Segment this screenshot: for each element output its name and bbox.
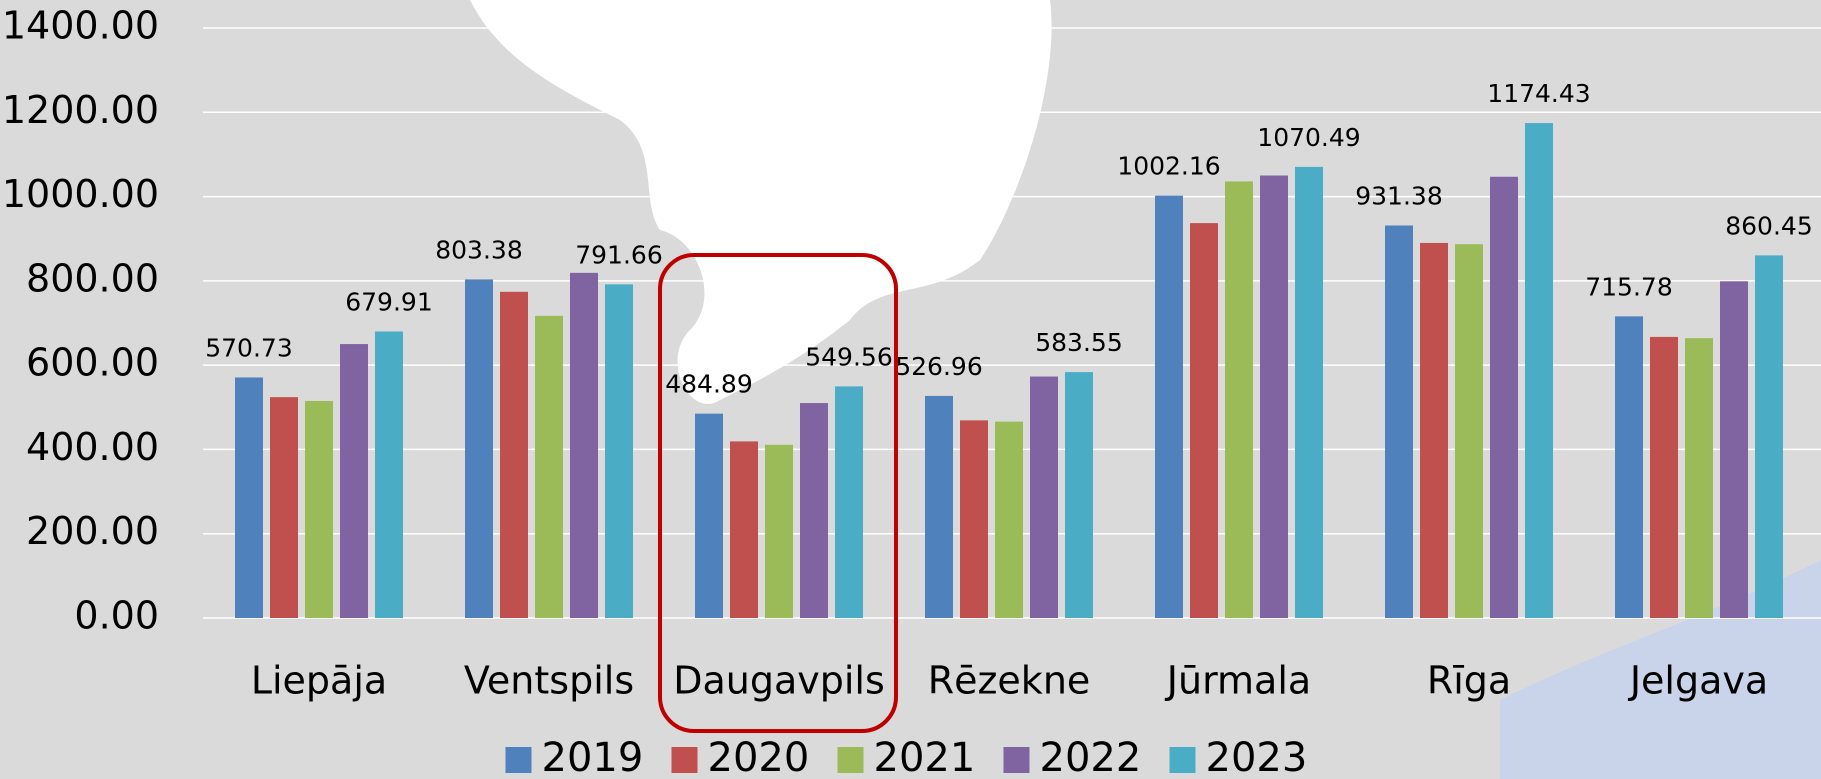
legend-label: 2019 xyxy=(542,735,644,779)
legend-swatch xyxy=(1169,747,1196,773)
bar xyxy=(1420,242,1448,618)
value-label: 931.38 xyxy=(1355,181,1442,210)
value-label: 1174.43 xyxy=(1487,79,1590,108)
value-label: 715.78 xyxy=(1585,272,1672,301)
bar xyxy=(1260,175,1288,618)
bar xyxy=(1190,223,1218,618)
legend-swatch xyxy=(837,747,864,773)
y-tick-label: 1200.00 xyxy=(2,88,159,132)
bar xyxy=(1650,336,1678,618)
value-label: 484.89 xyxy=(665,370,752,399)
x-tick-label: Jūrmala xyxy=(1165,659,1311,703)
value-label: 1070.49 xyxy=(1257,123,1360,152)
y-tick-label: 800.00 xyxy=(26,256,159,300)
sea xyxy=(470,0,1052,404)
bar xyxy=(375,331,403,618)
x-tick-label: Liepāja xyxy=(251,659,387,703)
bar xyxy=(270,397,298,618)
bar xyxy=(1225,181,1253,618)
legend-label: 2023 xyxy=(1206,735,1308,779)
value-label: 583.55 xyxy=(1035,328,1122,357)
bar xyxy=(1065,372,1093,618)
x-tick-label: Ventspils xyxy=(464,659,634,703)
bar xyxy=(235,377,263,618)
bar xyxy=(605,284,633,618)
value-label: 570.73 xyxy=(205,333,292,362)
y-tick-label: 600.00 xyxy=(26,341,159,385)
value-label: 791.66 xyxy=(575,240,662,269)
y-tick-label: 1400.00 xyxy=(2,4,159,48)
bar xyxy=(1720,281,1748,618)
y-tick-label: 0.00 xyxy=(74,594,159,638)
legend-swatch xyxy=(1003,747,1030,773)
x-tick-label: Daugavpils xyxy=(673,659,885,703)
bar xyxy=(1755,255,1783,619)
value-label: 1002.16 xyxy=(1117,152,1220,181)
bar xyxy=(1030,376,1058,618)
value-label: 526.96 xyxy=(895,352,982,381)
value-label: 679.91 xyxy=(345,287,432,316)
bar xyxy=(800,403,828,618)
bar xyxy=(1615,316,1643,618)
legend-label: 2020 xyxy=(708,735,810,779)
legend-swatch xyxy=(505,747,532,773)
legend-swatch xyxy=(671,747,698,773)
bar xyxy=(765,444,793,618)
y-tick-label: 400.00 xyxy=(26,425,159,469)
x-tick-label: Rīga xyxy=(1427,659,1511,703)
bar xyxy=(695,413,723,618)
plot: 0.00 200.00 400.00 600.00 800.00 1000.00 1200.… xyxy=(2,4,1821,779)
bar xyxy=(960,420,988,618)
bar xyxy=(835,386,863,618)
bar xyxy=(1685,338,1713,618)
bar xyxy=(1155,195,1183,619)
bar xyxy=(570,272,598,618)
x-tick-label: Rēzekne xyxy=(928,659,1091,703)
bar xyxy=(1385,225,1413,618)
x-tick-label: Jelgava xyxy=(1628,659,1768,703)
y-tick-label: 200.00 xyxy=(26,509,159,553)
highlight-box xyxy=(658,253,898,733)
bar xyxy=(995,421,1023,618)
bar xyxy=(535,315,563,618)
bar xyxy=(1455,244,1483,618)
bar xyxy=(925,395,953,618)
bar xyxy=(1525,123,1553,618)
legend-label: 2022 xyxy=(1040,735,1142,779)
bar xyxy=(1490,176,1518,618)
value-label: 803.38 xyxy=(435,235,522,264)
bar xyxy=(730,441,758,618)
bar xyxy=(1295,166,1323,618)
legend-label: 2021 xyxy=(874,735,976,779)
y-tick-label: 1000.00 xyxy=(2,172,159,216)
bar xyxy=(340,344,368,618)
bar xyxy=(500,291,528,618)
bar xyxy=(465,279,493,618)
value-label: 860.45 xyxy=(1725,211,1812,240)
value-label: 549.56 xyxy=(805,342,892,371)
bar xyxy=(305,400,333,618)
